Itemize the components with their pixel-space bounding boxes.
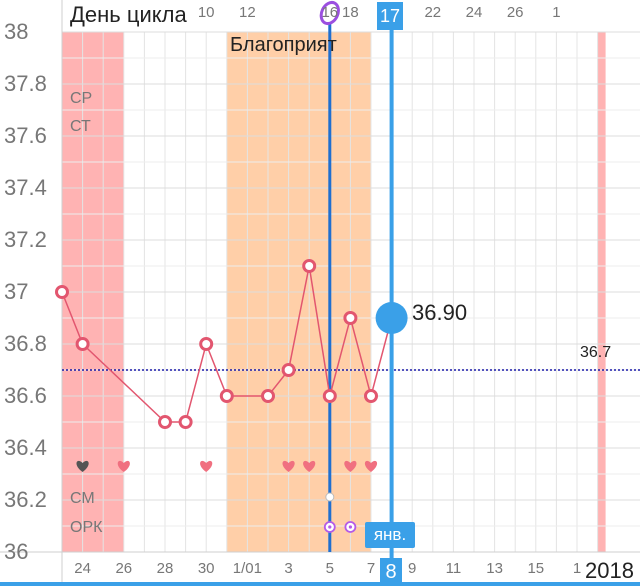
date-tick: 7 (366, 560, 376, 577)
y-tick-label: 37.2 (4, 227, 47, 252)
today-cycle-day-badge[interactable]: 17 (377, 2, 403, 30)
row-label-cm: СМ (70, 490, 95, 507)
cycle-day-tick: 1 (552, 4, 561, 21)
y-tick-label: 36.2 (4, 487, 47, 512)
cycle-day-tick: 26 (506, 4, 524, 21)
heart-icon-4 (303, 460, 316, 472)
temp-point-5 (219, 389, 234, 403)
temp-point-3 (178, 415, 193, 429)
temp-point-11 (364, 389, 378, 403)
temp-point-0 (55, 285, 69, 299)
y-tick-label: 37.8 (4, 71, 47, 96)
date-tick: 5 (325, 560, 334, 577)
temp-point-2 (158, 415, 172, 429)
cycle-day-tick: 16 (321, 4, 339, 21)
opk-target-dot-0 (328, 525, 332, 529)
date-tick: 9 (408, 560, 417, 577)
y-tick-label: 36.4 (4, 435, 47, 460)
month-tag: янв. (365, 522, 415, 548)
date-tick: 3 (284, 560, 293, 577)
opk-target-dot-1 (348, 525, 352, 529)
date-tick: 26 (115, 560, 133, 577)
date-tick: 15 (527, 560, 545, 577)
heart-icon-3 (282, 460, 295, 472)
cycle-day-title: День цикла (68, 2, 189, 28)
cycle-day-tick: 24 (465, 4, 483, 21)
marker-lines (319, 0, 394, 566)
row-label-cp: СР (70, 90, 93, 107)
y-tick-label: 36 (4, 539, 29, 564)
cycle-day-tick: 10 (197, 4, 215, 21)
temp-point-8 (302, 259, 317, 273)
symptom-marks (76, 460, 378, 533)
cycle-day-tick: 22 (424, 4, 442, 21)
y-tick-label: 37 (4, 279, 29, 304)
today-date-badge[interactable]: 8 (380, 558, 402, 586)
date-tick: 1/01 (232, 560, 262, 577)
heart-icon-1 (117, 460, 130, 472)
heart-icon-6 (364, 460, 378, 472)
temp-point-7 (281, 363, 296, 377)
y-tick-label: 37.4 (4, 175, 47, 200)
y-tick-label: 36.6 (4, 383, 47, 408)
row-label-ct: СТ (70, 118, 91, 135)
cm-mark-icon-0 (325, 492, 335, 502)
date-tick: 24 (74, 560, 91, 577)
y-tick-label: 38 (4, 19, 29, 44)
date-tick: 13 (486, 560, 503, 577)
cycle-day-tick: 18 (342, 4, 359, 21)
selected-temp-point (375, 302, 408, 334)
temp-point-10 (343, 311, 358, 325)
temperature-series (55, 259, 408, 429)
year-label: 2018 (583, 558, 636, 584)
heart-icon-2 (200, 460, 213, 472)
temp-point-9 (322, 389, 337, 403)
fertile-window-label: Благоприят (230, 34, 337, 56)
heart-icon-5 (344, 460, 357, 472)
reference-temp-label: 36.7 (580, 344, 612, 361)
selected-temp-value: 36.90 (412, 300, 468, 325)
date-tick: 11 (445, 560, 462, 577)
ovulation-ring-icon (319, 0, 340, 26)
bottom-scroll-bar[interactable] (0, 582, 640, 586)
date-tick: 1 (572, 560, 582, 577)
temp-point-4 (199, 337, 214, 351)
temp-point-1 (75, 337, 90, 351)
date-tick: 28 (156, 560, 174, 577)
y-tick-label: 37.6 (4, 123, 47, 148)
heart-icon-0 (76, 460, 89, 472)
y-tick-label: 36.8 (4, 331, 47, 356)
row-label-opk: ОРК (70, 519, 103, 536)
temp-point-6 (261, 389, 275, 403)
date-tick: 30 (197, 560, 215, 577)
cycle-day-tick: 12 (239, 4, 256, 21)
